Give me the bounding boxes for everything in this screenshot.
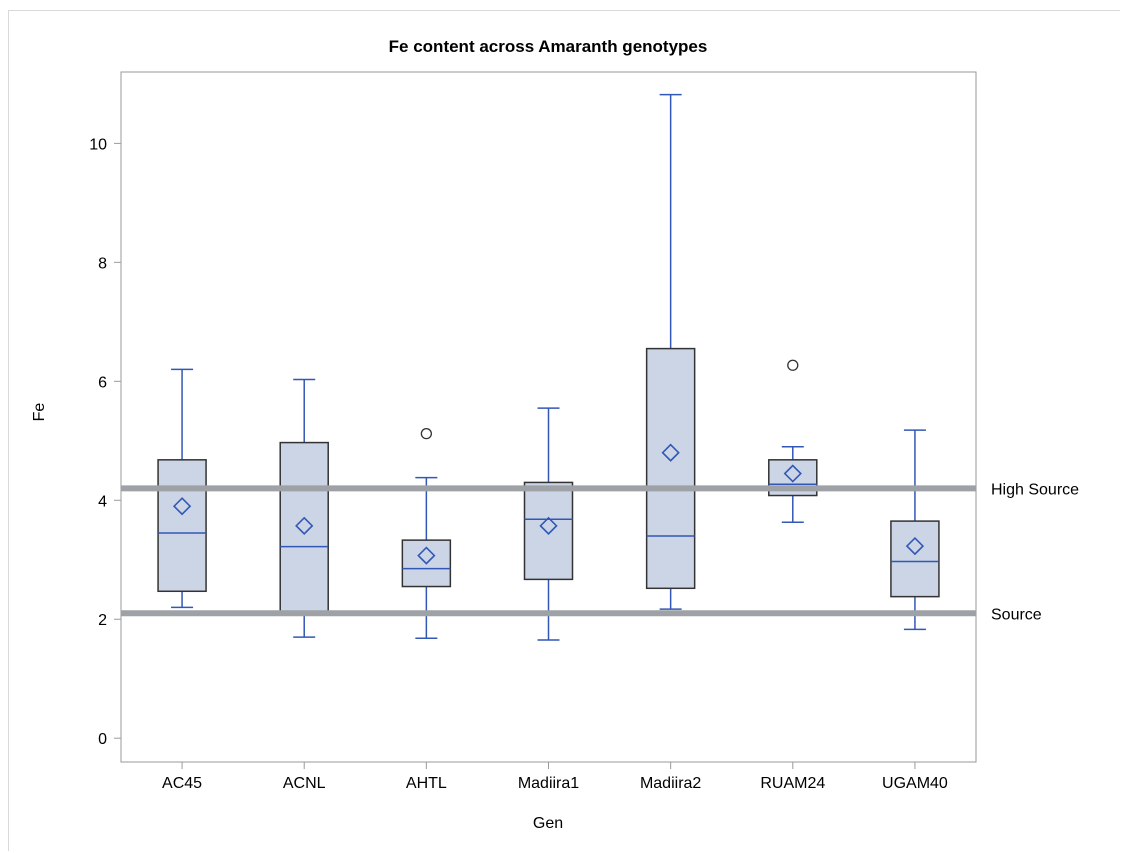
box-group xyxy=(890,429,940,631)
chart-frame xyxy=(8,10,1120,851)
y-tick-label: 10 xyxy=(89,136,107,153)
y-tick-label: 0 xyxy=(98,731,107,748)
iqr-box xyxy=(279,441,329,615)
x-tick-label: AHTL xyxy=(406,775,447,792)
box-group xyxy=(157,368,207,609)
outlier-point xyxy=(787,359,799,371)
iqr-box xyxy=(157,459,207,593)
mean-marker xyxy=(783,464,802,483)
box-group xyxy=(279,378,329,638)
x-tick-label: UGAM40 xyxy=(882,775,948,792)
iqr-box xyxy=(645,347,696,590)
boxes xyxy=(157,93,940,641)
chart-title: Fe content across Amaranth genotypes xyxy=(389,37,708,56)
y-tick-label: 6 xyxy=(98,374,107,391)
iqr-box xyxy=(523,481,574,581)
x-tick-label: Madiira1 xyxy=(518,775,579,792)
box-group xyxy=(645,93,696,610)
outlier-point xyxy=(420,428,433,440)
x-tick-label: AC45 xyxy=(162,775,202,792)
iqr-box xyxy=(890,520,940,598)
x-tick-label: RUAM24 xyxy=(760,775,825,792)
x-axis-label: Gen xyxy=(533,815,563,832)
box-group xyxy=(401,428,452,640)
reference-line-label: Source xyxy=(991,606,1042,623)
y-axis-label: Fe xyxy=(31,403,48,422)
reference-lines: High Source Source xyxy=(121,481,1079,623)
y-tick-label: 4 xyxy=(98,493,107,510)
mean-marker xyxy=(172,497,192,516)
mean-marker xyxy=(661,443,680,462)
mean-marker xyxy=(417,546,436,565)
mean-marker xyxy=(295,516,314,535)
x-tick-label: Madiira2 xyxy=(640,775,701,792)
y-tick-label: 2 xyxy=(98,612,107,629)
x-tick-label: ACNL xyxy=(283,775,326,792)
mean-marker xyxy=(539,516,558,535)
y-tick-label: 8 xyxy=(98,255,107,272)
mean-marker xyxy=(905,536,925,556)
reference-line-label: High Source xyxy=(991,481,1079,498)
axes: 0 2 4 6 8 10 AC45 ACNL AHTL Madiira1 Madiira2 RUAM2… xyxy=(89,136,948,792)
box-group xyxy=(523,407,574,641)
box-group xyxy=(768,359,818,524)
